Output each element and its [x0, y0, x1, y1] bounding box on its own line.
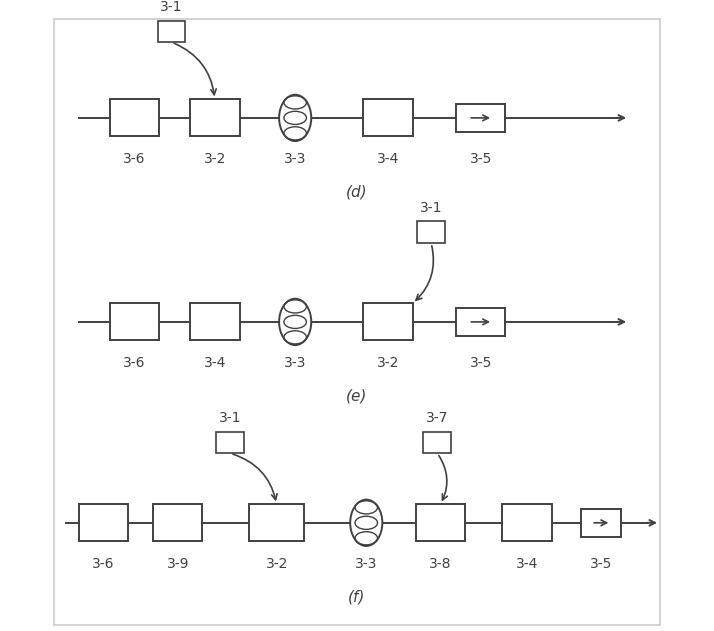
Bar — [363, 304, 413, 341]
Bar — [190, 99, 239, 136]
Bar — [456, 308, 506, 336]
Bar — [158, 21, 186, 42]
Text: 3-2: 3-2 — [266, 557, 288, 571]
Bar — [79, 504, 129, 541]
Bar — [153, 504, 203, 541]
Bar — [110, 99, 159, 136]
Ellipse shape — [350, 500, 382, 546]
Text: 3-4: 3-4 — [377, 152, 399, 166]
Text: 3-6: 3-6 — [92, 557, 115, 571]
Ellipse shape — [279, 95, 311, 141]
Text: 3-6: 3-6 — [124, 152, 146, 166]
Text: 3-5: 3-5 — [470, 356, 492, 370]
Bar — [423, 432, 451, 453]
Bar — [581, 509, 621, 537]
Text: 3-1: 3-1 — [420, 201, 443, 215]
Ellipse shape — [279, 298, 311, 345]
Text: 3-4: 3-4 — [516, 557, 538, 571]
Text: (e): (e) — [346, 389, 368, 404]
Bar — [248, 504, 304, 541]
Bar — [363, 99, 413, 136]
Text: 3-5: 3-5 — [590, 557, 613, 571]
Text: 3-9: 3-9 — [166, 557, 189, 571]
Text: 3-5: 3-5 — [470, 152, 492, 166]
Text: (f): (f) — [348, 589, 366, 604]
Text: 3-7: 3-7 — [426, 411, 448, 425]
Text: 3-6: 3-6 — [124, 356, 146, 370]
Bar — [110, 304, 159, 341]
Text: 3-3: 3-3 — [284, 356, 306, 370]
Text: 3-1: 3-1 — [219, 411, 241, 425]
Text: 3-4: 3-4 — [203, 356, 226, 370]
Bar — [502, 504, 552, 541]
Text: 3-2: 3-2 — [203, 152, 226, 166]
Text: 3-1: 3-1 — [160, 1, 183, 15]
Text: 3-8: 3-8 — [429, 557, 452, 571]
FancyBboxPatch shape — [54, 19, 660, 625]
Bar — [456, 104, 506, 132]
Bar — [190, 304, 239, 341]
Text: 3-2: 3-2 — [377, 356, 399, 370]
Text: (d): (d) — [346, 185, 368, 199]
Bar — [216, 432, 244, 453]
Text: 3-3: 3-3 — [284, 152, 306, 166]
Bar — [416, 504, 466, 541]
Text: 3-3: 3-3 — [355, 557, 378, 571]
Bar — [417, 221, 445, 243]
